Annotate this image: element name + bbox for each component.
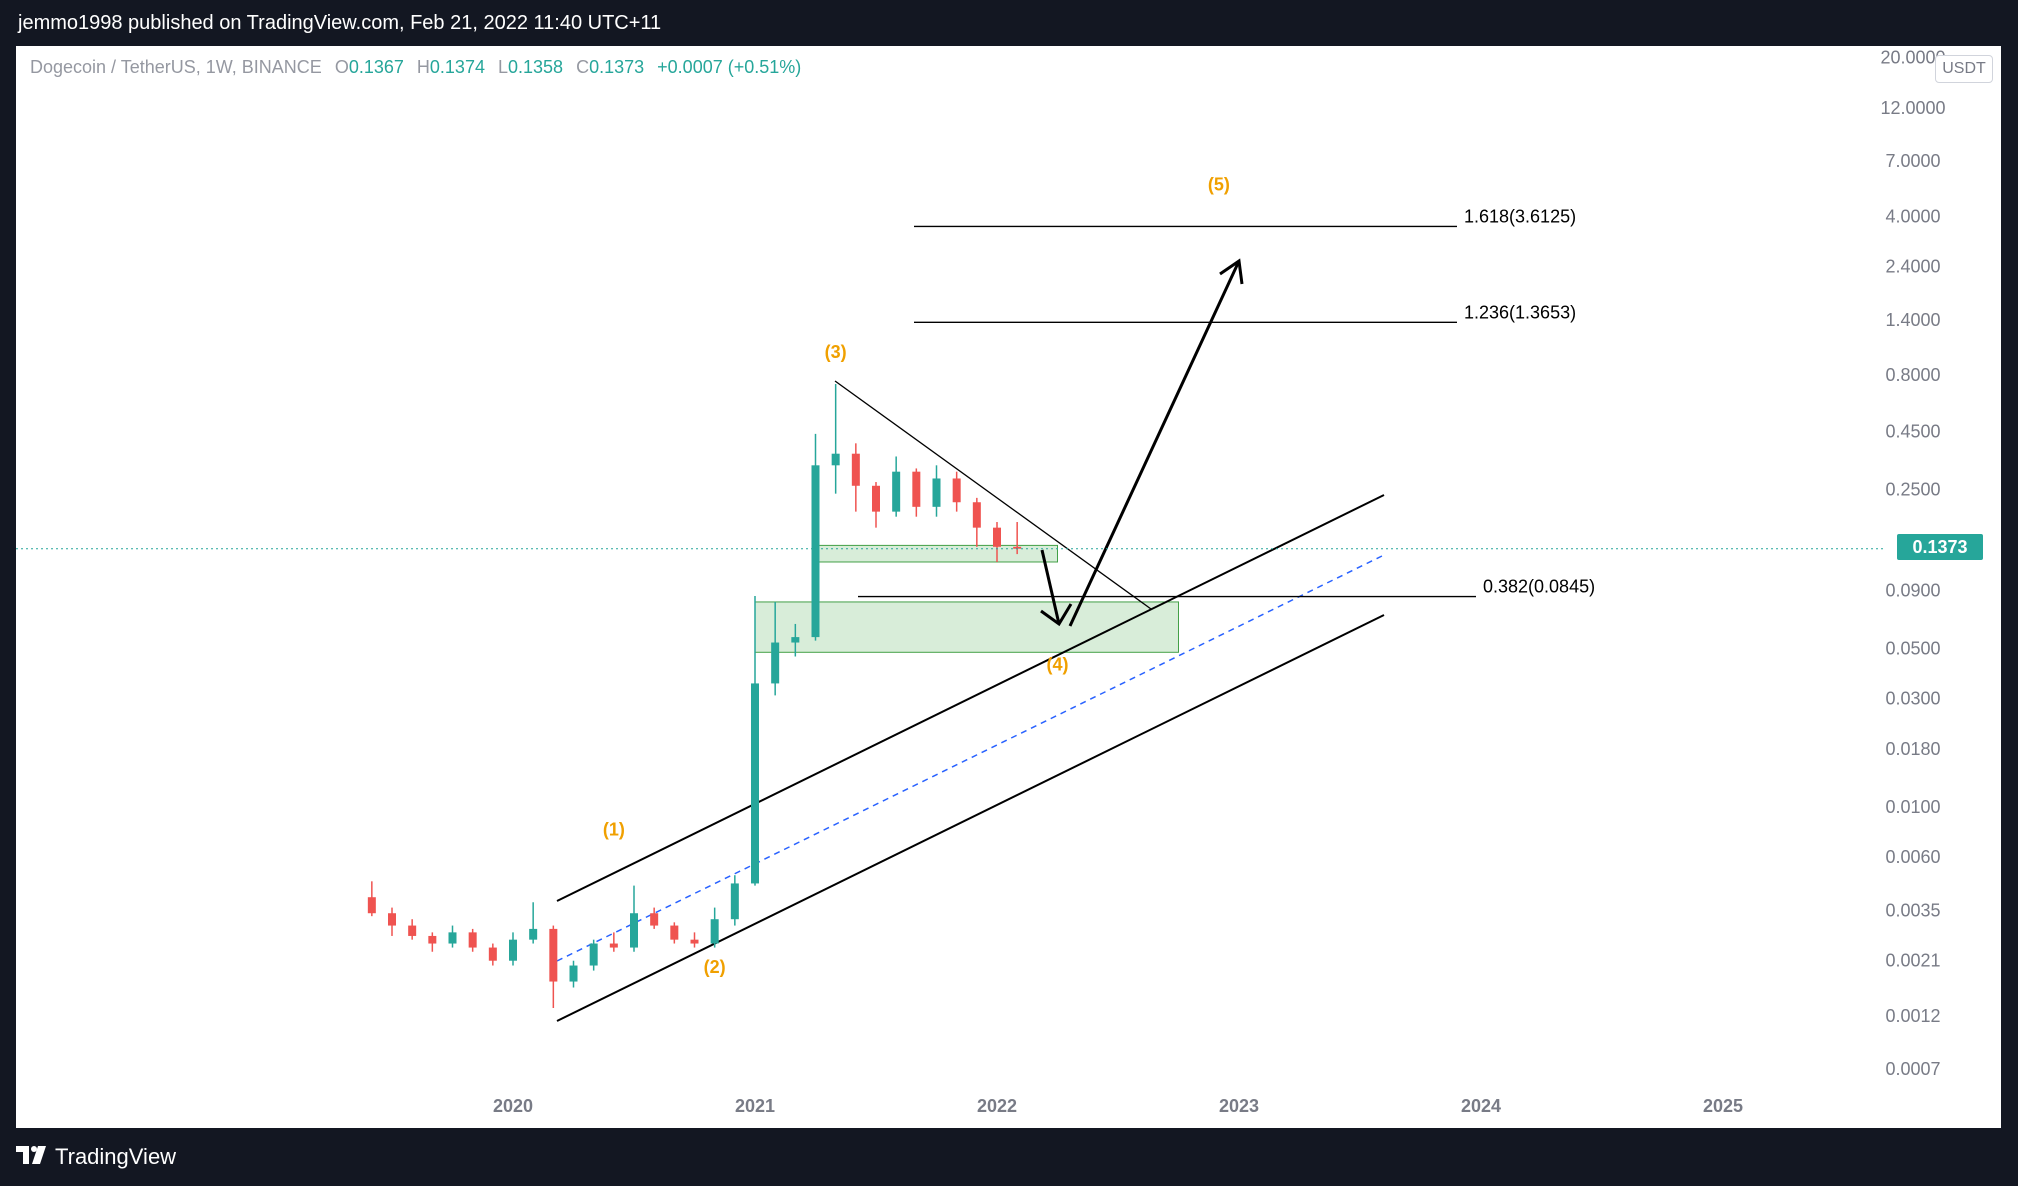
candle-body <box>589 943 598 966</box>
y-tick-label: 0.0300 <box>1885 689 1940 709</box>
low-key: L <box>497 57 508 77</box>
y-tick-label: 0.0180 <box>1885 739 1940 759</box>
x-tick-label: 2023 <box>1219 1096 1259 1116</box>
x-tick-label: 2021 <box>735 1096 775 1116</box>
overlay-layer: 1.618(3.6125) 1.236(1.3653) 0.382(0.0845) (… <box>16 175 1884 977</box>
candle-body <box>751 683 759 884</box>
projection-down-arrowhead <box>1040 603 1073 627</box>
axis-layer: 20.0000 12.0000 7.0000 4.0000 2.4000 1.4000 0.… <box>493 48 1946 1116</box>
wave-label: (5) <box>1208 175 1230 195</box>
y-tick-label: 1.4000 <box>1885 310 1940 330</box>
candle-body <box>388 913 396 926</box>
y-tick-label: 0.0500 <box>1885 638 1940 658</box>
last-price-tag: 0.1373 <box>1897 534 1983 560</box>
y-tick-label: 20.0000 <box>1880 48 1945 68</box>
candle-body <box>690 939 699 944</box>
open-key: O <box>334 57 349 77</box>
candle-body <box>730 883 739 920</box>
fib-level-label: 1.236(1.3653) <box>1464 302 1576 322</box>
candle-body <box>952 478 961 503</box>
wave-label: (3) <box>825 342 847 362</box>
y-tick-label: 0.8000 <box>1885 365 1940 385</box>
candle-layer <box>367 384 1022 1008</box>
candle-body <box>549 928 558 982</box>
candle-body <box>428 935 437 944</box>
projection-down-line <box>1040 549 1061 625</box>
candle-body <box>509 939 517 961</box>
candle-body <box>831 453 840 466</box>
channel-lower-line <box>556 614 1385 1022</box>
candle-body <box>408 925 417 936</box>
price-chart[interactable]: 1.618(3.6125) 1.236(1.3653) 0.382(0.0845) (… <box>16 46 2001 1128</box>
candle-body <box>609 943 618 948</box>
y-tick-label: 12.0000 <box>1880 98 1945 118</box>
y-tick-label: 4.0000 <box>1885 206 1940 226</box>
candle-body <box>771 642 780 684</box>
channel-upper-line <box>556 494 1385 902</box>
candle-body <box>872 485 880 512</box>
y-tick-label: 2.4000 <box>1885 257 1940 277</box>
x-tick-label: 2025 <box>1703 1096 1743 1116</box>
candle-body <box>811 465 820 638</box>
zone-layer <box>754 544 1179 653</box>
candle-body <box>993 527 1001 547</box>
y-tick-label: 0.4500 <box>1885 422 1940 442</box>
x-tick-label: 2022 <box>977 1096 1017 1116</box>
change-value: +0.0007 (+0.51%) <box>657 57 802 77</box>
close-value: 0.1373 <box>589 57 645 77</box>
tradingview-logo-icon[interactable] <box>16 1144 50 1166</box>
y-tick-label: 0.0900 <box>1885 580 1940 600</box>
y-tick-label: 0.0035 <box>1885 900 1940 920</box>
currency-badge[interactable]: USDT <box>1935 55 1993 83</box>
candle-body <box>972 502 981 528</box>
symbol-legend: Dogecoin / TetherUS, 1W, BINANCE O0.1367… <box>30 57 801 78</box>
candle-body <box>448 932 457 944</box>
high-key: H <box>416 57 430 77</box>
candle-body <box>650 913 659 926</box>
footer-bar: TradingView <box>0 1128 2018 1186</box>
wave-label: (1) <box>603 819 625 839</box>
candle-body <box>912 471 921 507</box>
candle-body <box>529 928 538 940</box>
y-tick-label: 0.0100 <box>1885 797 1940 817</box>
support-zone <box>754 601 1179 653</box>
descending-trend-line <box>834 380 1152 610</box>
y-tick-label: 0.0012 <box>1885 1006 1940 1026</box>
low-value: 0.1358 <box>508 57 564 77</box>
wave-label: (4) <box>1047 654 1069 674</box>
publish-header: jemmo1998 published on TradingView.com, … <box>0 0 2018 46</box>
candle-body <box>791 637 800 643</box>
candle-body <box>892 471 901 512</box>
candle-body <box>468 932 477 948</box>
projection-up-arrowhead <box>1219 258 1244 285</box>
chart-pane[interactable]: 1.618(3.6125) 1.236(1.3653) 0.382(0.0845) (… <box>16 46 2001 1128</box>
candle-body <box>488 947 497 961</box>
open-value: 0.1367 <box>348 57 404 77</box>
candle-body <box>851 453 860 486</box>
y-tick-label: 0.2500 <box>1885 480 1940 500</box>
x-tick-label: 2024 <box>1461 1096 1501 1116</box>
y-tick-label: 0.0021 <box>1885 951 1940 971</box>
candle-body <box>710 919 719 944</box>
wave-label: (2) <box>704 957 726 977</box>
candle-body <box>1013 546 1022 549</box>
y-tick-label: 0.0007 <box>1885 1059 1940 1079</box>
y-tick-label: 7.0000 <box>1885 151 1940 171</box>
projection-up-line <box>1068 260 1241 627</box>
candle-body <box>367 897 376 914</box>
y-tick-label: 0.0060 <box>1885 847 1940 867</box>
candle-body <box>932 478 941 507</box>
candle-body <box>670 925 679 940</box>
symbol-name: Dogecoin / TetherUS, 1W, BINANCE <box>30 57 322 77</box>
fib-level-label: 1.618(3.6125) <box>1464 206 1576 226</box>
support-zone <box>815 544 1058 563</box>
footer-brand[interactable]: TradingView <box>55 1144 177 1169</box>
x-tick-label: 2020 <box>493 1096 533 1116</box>
fib-level-label: 0.382(0.0845) <box>1483 577 1595 597</box>
close-key: C <box>576 57 590 77</box>
high-value: 0.1374 <box>429 57 485 77</box>
publish-line: jemmo1998 published on TradingView.com, … <box>18 12 662 34</box>
candle-body <box>569 965 578 982</box>
candle-body <box>630 913 638 948</box>
